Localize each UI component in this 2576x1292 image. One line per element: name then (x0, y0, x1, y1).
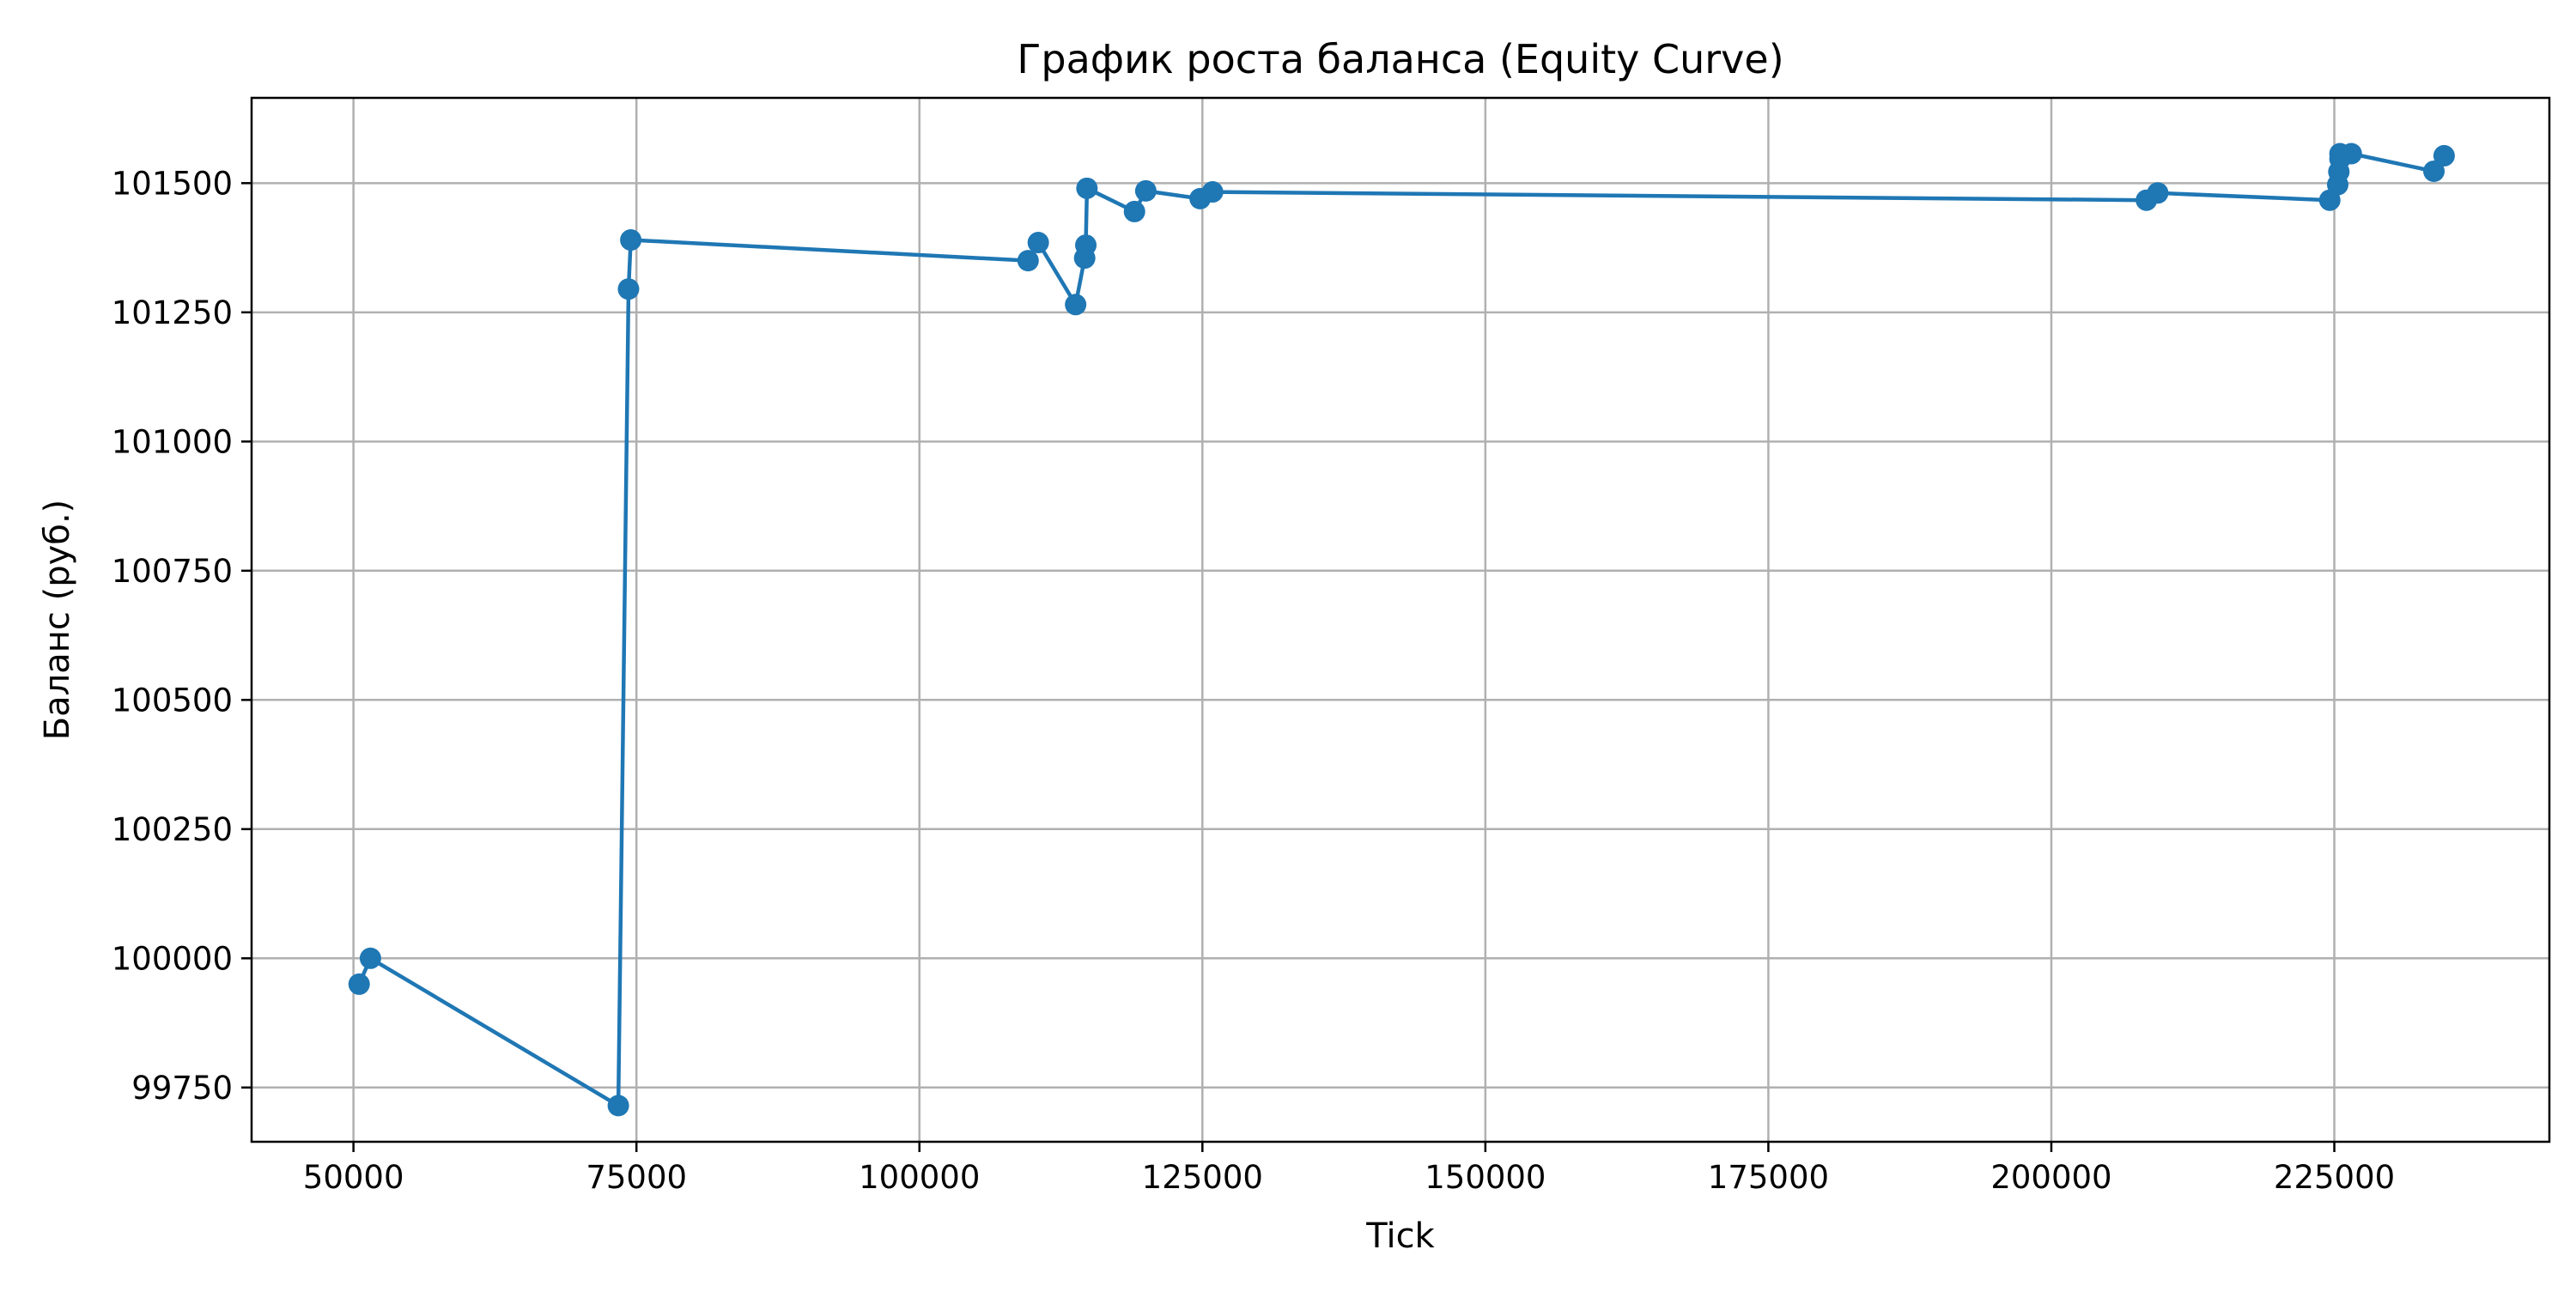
x-tick-label: 50000 (303, 1159, 404, 1196)
data-point (1123, 200, 1145, 222)
chart-title: График роста баланса (Equity Curve) (1017, 36, 1783, 82)
x-tick-label: 150000 (1425, 1159, 1546, 1196)
y-axis-ticks: 99750 100000 100250 100500 100750 101000 10125… (112, 165, 252, 1107)
y-tick-label: 100500 (112, 682, 233, 719)
plot-frame (250, 96, 2551, 1143)
data-point (620, 229, 642, 252)
x-tick-label: 200000 (1990, 1159, 2111, 1196)
y-tick-label: 101000 (112, 423, 233, 460)
y-tick-label: 101250 (112, 294, 233, 331)
y-axis-label: Баланс (руб.) (38, 500, 77, 741)
x-tick-label: 100000 (859, 1159, 980, 1196)
series-markers (348, 143, 2455, 1117)
data-point (1201, 181, 1224, 203)
data-point (2340, 143, 2362, 165)
data-point (1065, 294, 1087, 316)
data-point (1134, 179, 1157, 202)
x-tick-label: 225000 (2274, 1159, 2395, 1196)
data-point (1076, 177, 1098, 199)
data-point (2147, 182, 2169, 204)
y-tick-label: 100250 (112, 811, 233, 848)
data-point (1027, 232, 1049, 254)
x-tick-label: 75000 (586, 1159, 687, 1196)
data-point (1017, 250, 1039, 272)
y-tick-label: 101500 (112, 165, 233, 202)
data-point (617, 278, 640, 300)
y-tick-label: 100750 (112, 553, 233, 590)
series-line (357, 151, 2446, 1108)
data-point (2423, 160, 2445, 182)
data-point (607, 1095, 629, 1117)
data-point (2433, 144, 2455, 167)
x-tick-label: 175000 (1708, 1159, 1829, 1196)
grid (252, 98, 2549, 1142)
y-tick-label: 100000 (112, 940, 233, 977)
series-line-path (357, 151, 2446, 1108)
data-point (348, 973, 370, 995)
x-axis-ticks: 50000 75000 100000 125000 150000 175000 200000… (303, 1142, 2395, 1196)
x-axis-label: Tick (1365, 1216, 1435, 1256)
x-tick-label: 125000 (1142, 1159, 1263, 1196)
y-tick-label: 99750 (131, 1070, 233, 1107)
data-point (359, 947, 381, 969)
data-point (1075, 234, 1097, 257)
